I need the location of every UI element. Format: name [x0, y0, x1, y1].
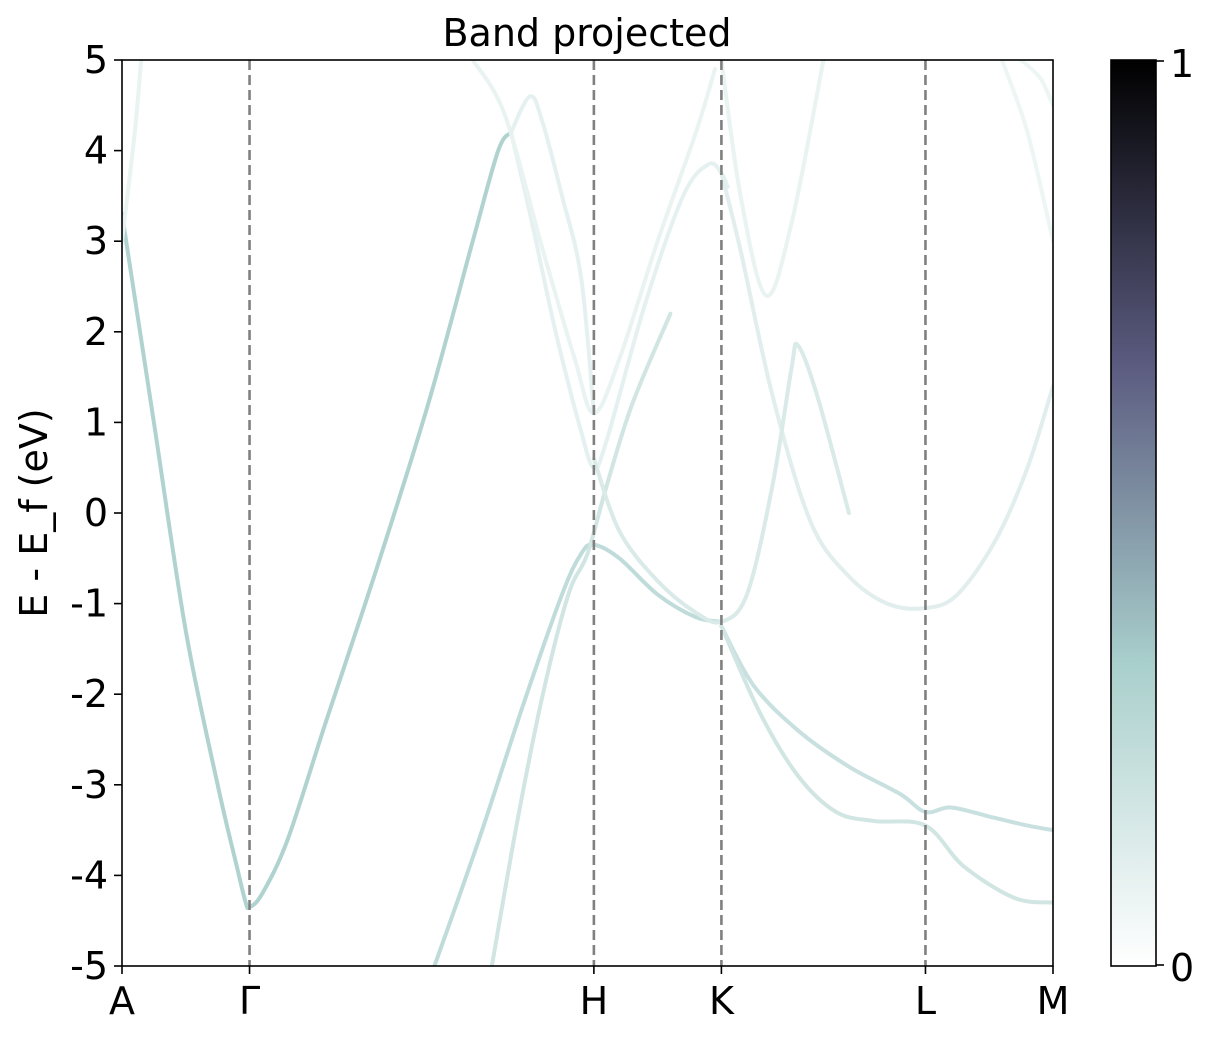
y-tick-label: 0 — [84, 491, 108, 535]
x-tick-label: A — [109, 979, 135, 1023]
band-lines — [122, 60, 1053, 966]
plot-frame — [121, 59, 1054, 967]
y-tick-label: 5 — [84, 38, 108, 82]
y-tick-label: 4 — [84, 129, 108, 173]
band-line-13 — [719, 624, 1053, 905]
colorbar: 1 0 — [1110, 42, 1194, 990]
band-line-9 — [432, 542, 724, 966]
y-axis: 5 4 3 2 1 0 -1 -2 -3 -4 -5 — [70, 38, 122, 988]
colorbar-max-label: 1 — [1170, 42, 1194, 86]
high-symmetry-dividers — [248, 60, 927, 966]
colorbar-min-label: 0 — [1170, 946, 1194, 990]
colorbar-gradient — [1110, 59, 1157, 967]
y-tick-label: -5 — [70, 944, 108, 988]
band-line-11 — [591, 341, 851, 625]
y-axis-label: E - E_f (eV) — [12, 408, 56, 617]
chart-title: Band projected — [442, 11, 731, 55]
x-tick-label: K — [709, 979, 735, 1023]
band-line-0 — [122, 130, 513, 911]
band-line-3 — [719, 171, 1053, 611]
y-tick-label: 3 — [84, 219, 108, 263]
y-tick-label: -2 — [70, 672, 108, 716]
y-tick-label: -1 — [70, 582, 108, 626]
x-tick-label: L — [915, 979, 936, 1023]
x-tick-label: H — [580, 979, 609, 1023]
y-tick-label: -3 — [70, 763, 108, 807]
x-tick-label: M — [1037, 979, 1070, 1023]
y-tick-label: -4 — [70, 853, 108, 897]
band-line-7 — [1019, 60, 1053, 108]
band-line-1 — [122, 60, 144, 244]
band-line-5 — [719, 60, 826, 298]
band-line-2 — [508, 130, 730, 471]
x-tick-label: Γ — [239, 979, 260, 1023]
band-line-10 — [489, 311, 673, 966]
y-tick-label: 1 — [84, 400, 108, 444]
band-line-12 — [719, 624, 1053, 833]
band-line-6 — [508, 94, 596, 416]
band-line-8 — [999, 60, 1053, 244]
y-tick-label: 2 — [84, 310, 108, 354]
